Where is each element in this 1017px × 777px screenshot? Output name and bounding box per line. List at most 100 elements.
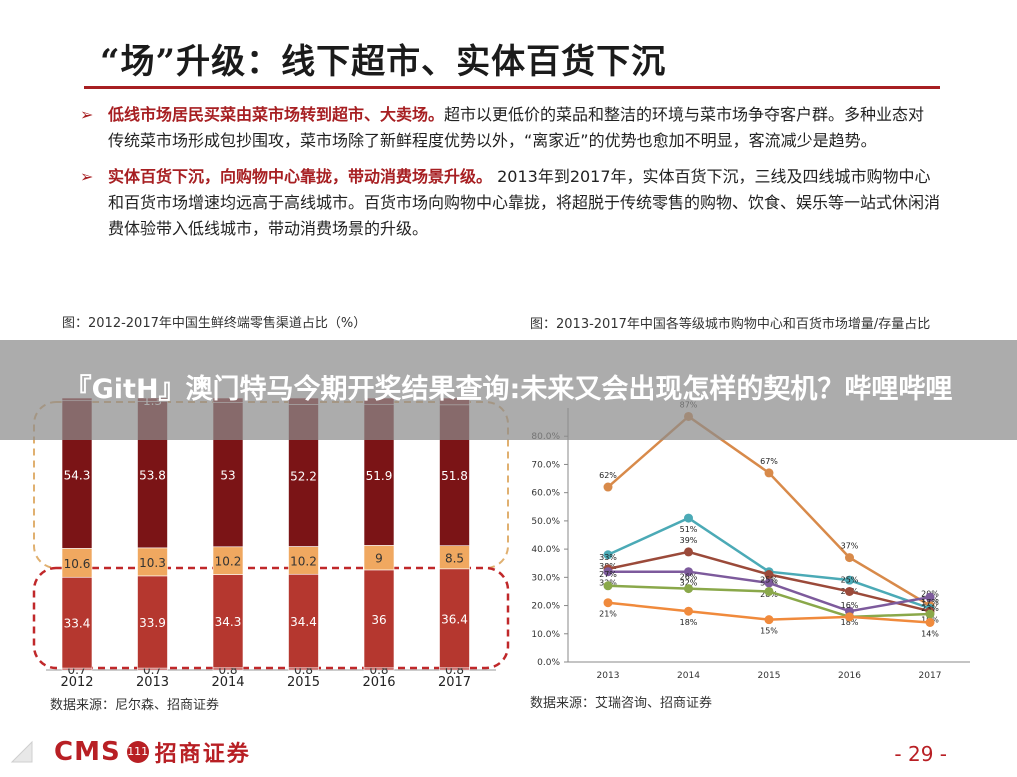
y-tick-label: 60.0% bbox=[531, 489, 560, 499]
bullet-body: 超市以更低价的菜品和整洁的环境与菜市场争夺客户群。多种业态对传统菜市场形成包抄围… bbox=[108, 105, 925, 150]
series-point bbox=[764, 578, 774, 588]
series-point bbox=[845, 553, 854, 563]
point-data-label: 33% bbox=[599, 553, 617, 562]
bar-segment bbox=[288, 546, 319, 575]
y-tick-label: 10.0% bbox=[531, 630, 560, 640]
series-point bbox=[764, 570, 774, 580]
bullet-list: ➢ 低线市场居民买菜由菜市场转到超市、大卖场。超市以更低价的菜品和整洁的环境与菜… bbox=[80, 102, 940, 252]
point-data-label: 25% bbox=[760, 575, 778, 584]
bar-data-label: 36 bbox=[371, 613, 386, 627]
bar-segment bbox=[363, 569, 395, 669]
bar-data-label: 52.2 bbox=[290, 470, 317, 484]
bar-data-label: 36.4 bbox=[441, 612, 468, 626]
point-data-label: 62% bbox=[599, 471, 617, 480]
x-tick-label: 2013 bbox=[597, 671, 620, 681]
bullet-item: ➢ 低线市场居民买菜由菜市场转到超市、大卖场。超市以更低价的菜品和整洁的环境与菜… bbox=[80, 102, 940, 154]
series-point bbox=[845, 575, 854, 585]
point-data-label: 39% bbox=[680, 536, 698, 545]
y-tick-label: 20.0% bbox=[531, 602, 560, 612]
watermark-icon bbox=[10, 740, 33, 763]
series-point bbox=[764, 586, 774, 596]
x-tick-label: 2013 bbox=[136, 675, 169, 688]
x-tick-label: 2015 bbox=[758, 671, 781, 681]
series-point bbox=[845, 612, 854, 622]
bar-data-label: 8.5 bbox=[445, 551, 464, 565]
bullet-text: 低线市场居民买菜由菜市场转到超市、大卖场。超市以更低价的菜品和整洁的环境与菜市场… bbox=[108, 102, 940, 154]
bar-data-label: 51.8 bbox=[441, 469, 468, 483]
y-tick-label: 70.0% bbox=[531, 460, 560, 470]
bar-chart-source: 数据来源：尼尔森、招商证券 bbox=[50, 698, 220, 713]
series-point bbox=[603, 550, 613, 560]
bullet-highlight: 低线市场居民买菜由菜市场转到超市、大卖场。 bbox=[108, 105, 445, 124]
series-point bbox=[603, 482, 613, 492]
bar-segment bbox=[212, 574, 244, 669]
bullet-item: ➢ 实体百货下沉，向购物中心靠拢，带动消费场景升级。 2013年到2017年，实… bbox=[80, 164, 940, 242]
x-tick-label: 2017 bbox=[919, 671, 942, 681]
bar-data-label: 33.4 bbox=[64, 617, 91, 631]
lower-group-outline bbox=[32, 566, 510, 670]
series-point bbox=[764, 468, 774, 478]
overlay-text: 『GitH』澳门特马今期开奖结果查询:未来又会出现怎样的契机？哔哩哔哩 bbox=[64, 374, 953, 405]
arrow-bullet-icon: ➢ bbox=[80, 105, 94, 124]
page-number: - 29 - bbox=[894, 742, 947, 766]
bar-data-label: 53.8 bbox=[139, 469, 166, 483]
point-data-label: 25% bbox=[841, 575, 859, 584]
series-point bbox=[925, 617, 935, 627]
series-point bbox=[603, 567, 613, 577]
bar-segment bbox=[439, 568, 470, 669]
point-data-label: 27% bbox=[599, 570, 617, 579]
upper-group-outline bbox=[33, 401, 509, 569]
series-point bbox=[925, 592, 935, 602]
logo-text: CMS bbox=[54, 737, 121, 767]
bar-segment bbox=[61, 576, 93, 669]
point-data-label: 37% bbox=[841, 542, 859, 551]
y-tick-label: 50.0% bbox=[531, 517, 560, 527]
point-data-label: 18% bbox=[680, 618, 698, 627]
point-data-label: 23% bbox=[921, 604, 939, 613]
series-point bbox=[603, 581, 613, 591]
bar-segment bbox=[212, 546, 244, 575]
point-data-label: 15% bbox=[760, 627, 778, 636]
bar-data-label: 51.9 bbox=[366, 469, 393, 483]
x-tick-label: 2012 bbox=[60, 675, 93, 688]
y-tick-label: 40.0% bbox=[531, 545, 560, 555]
line-chart-source: 数据来源：艾瑞咨询、招商证券 bbox=[530, 696, 713, 711]
series-point bbox=[845, 586, 854, 596]
x-tick-label: 2017 bbox=[438, 675, 471, 688]
point-data-label: 32% bbox=[680, 579, 698, 588]
point-data-label: 14% bbox=[921, 629, 939, 638]
bar-data-label: 54.3 bbox=[64, 469, 91, 483]
bar-data-label: 9 bbox=[375, 552, 383, 566]
series-point bbox=[764, 615, 774, 625]
bar-segment bbox=[61, 548, 93, 578]
line-chart: 0.0%10.0%20.0%30.0%40.0%50.0%60.0%70.0%8… bbox=[531, 400, 970, 681]
bar-data-label: 33.9 bbox=[139, 616, 166, 630]
x-tick-label: 2014 bbox=[677, 671, 700, 681]
x-tick-label: 2016 bbox=[838, 671, 861, 681]
point-data-label: 51% bbox=[680, 525, 698, 534]
title-overlay-banner[interactable]: 『GitH』澳门特马今期开奖结果查询:未来又会出现怎样的契机？哔哩哔哩 bbox=[0, 340, 1017, 440]
bullet-body: 2013年到2017年，实体百货下沉，三线及四线城市购物中心和百货市场增速均远高… bbox=[108, 167, 941, 238]
line-chart-title: 图：2013-2017年中国各等级城市购物中心和百货市场增量/存量占比 bbox=[530, 317, 931, 332]
logo-badge-icon: 111 bbox=[126, 741, 149, 763]
series-point bbox=[684, 513, 693, 523]
bar-data-label: 34.4 bbox=[290, 615, 317, 629]
series-point bbox=[684, 567, 693, 577]
series-point bbox=[925, 609, 935, 619]
slide-title: “场”升级：线下超市、实体百货下沉 bbox=[100, 42, 667, 82]
point-data-label: 67% bbox=[760, 457, 778, 466]
bar-segment bbox=[137, 575, 168, 669]
x-tick-label: 2016 bbox=[362, 675, 395, 688]
point-data-label: 21% bbox=[599, 610, 617, 619]
bar-data-label: 53 bbox=[220, 469, 235, 483]
bar-data-label: 10.3 bbox=[139, 556, 166, 570]
x-tick-label: 2014 bbox=[211, 675, 244, 688]
logo-company-name: 招商证券 bbox=[154, 742, 251, 767]
y-tick-label: 30.0% bbox=[531, 573, 560, 583]
point-data-label: 16% bbox=[841, 601, 859, 610]
point-data-label: 17% bbox=[921, 598, 939, 607]
bar-segment bbox=[363, 545, 395, 571]
company-logo: CMS 111 招商证券 bbox=[54, 736, 251, 768]
bullet-text: 实体百货下沉，向购物中心靠拢，带动消费场景升级。 2013年到2017年，实体百… bbox=[108, 164, 940, 242]
bullet-highlight: 实体百货下沉，向购物中心靠拢，带动消费场景升级。 bbox=[108, 167, 493, 186]
